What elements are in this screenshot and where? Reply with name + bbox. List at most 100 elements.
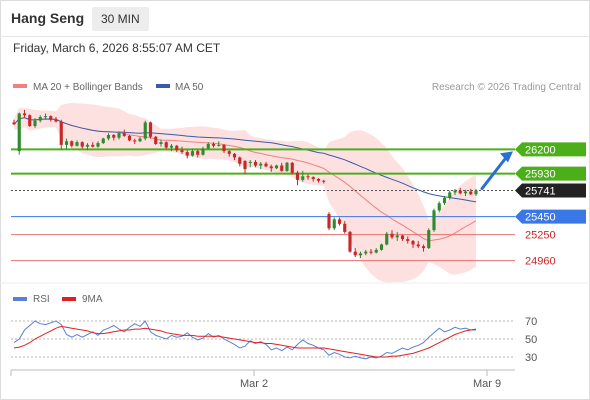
candle-body (190, 151, 195, 156)
candle-body (374, 249, 378, 253)
rsi-tick-70: 70 (525, 316, 537, 328)
candle-body (306, 176, 310, 178)
ma9-legend-swatch (62, 297, 76, 301)
candle-body (154, 136, 158, 144)
candle-body (206, 143, 210, 149)
candle-body (80, 142, 84, 147)
candle-body (274, 165, 279, 169)
candle-body (469, 191, 473, 195)
x-tick-label: Mar 9 (473, 378, 501, 390)
bollinger-band (14, 103, 476, 283)
level-label-26200: 26200 (525, 144, 556, 156)
forecast-arrow-head (500, 151, 513, 163)
candle-body (474, 190, 478, 195)
candle-body (217, 144, 221, 146)
candle-body (290, 162, 294, 173)
candle-body (70, 141, 74, 146)
ma20-legend-swatch (13, 84, 27, 88)
candle-body (337, 219, 342, 224)
x-axis: Mar 2 Mar 9 (10, 370, 501, 390)
rsi-series-rsi (13, 320, 476, 360)
candle-body (117, 133, 121, 138)
candle-body (379, 244, 384, 250)
candle-body (180, 150, 184, 153)
candle-body (54, 119, 58, 122)
candle-body (463, 191, 468, 194)
candle-body (232, 153, 237, 158)
ma50-line (13, 117, 477, 203)
candle-body (127, 135, 132, 141)
candle-body (75, 142, 79, 146)
candle-body (148, 122, 153, 137)
candle-body (369, 251, 373, 253)
candle-body (327, 213, 331, 229)
candle-body (33, 120, 37, 127)
candle-body (421, 246, 426, 249)
rsi-legend-swatch (13, 297, 27, 301)
candle-body (12, 122, 16, 125)
ma50-legend-swatch (156, 84, 170, 88)
timeframe-button[interactable]: 30 MIN (92, 7, 149, 31)
candle-body (448, 192, 452, 198)
level-badge-26200 (515, 142, 586, 157)
candle-body (427, 230, 431, 249)
level-badge-25450 (515, 209, 586, 224)
level-label-25450: 25450 (525, 212, 556, 224)
candle-body (17, 113, 21, 152)
instrument-title: Hang Seng (11, 10, 85, 26)
candle-body (248, 161, 252, 163)
candle-body (227, 151, 231, 154)
candle-body (185, 152, 189, 156)
candle-body (85, 144, 90, 147)
candle-body (343, 223, 347, 232)
candle-body (253, 161, 258, 166)
candle-body (49, 116, 53, 120)
candle-body (243, 161, 247, 170)
candle-body (453, 190, 457, 193)
candle-body (322, 180, 326, 182)
candle-body (364, 251, 368, 254)
candle-body (432, 210, 436, 231)
candle-body (411, 240, 415, 245)
header: Hang Seng 30 MIN (0, 0, 590, 37)
candle-body (169, 145, 174, 148)
candle-body (64, 141, 69, 145)
rsi-legend-label: RSI (33, 294, 50, 305)
forecast-arrow-shaft (480, 154, 509, 191)
rsi-tick-30: 30 (525, 352, 537, 364)
candle-body (442, 197, 447, 204)
candle-body (175, 145, 179, 151)
candle-body (112, 135, 116, 138)
level-label-24960: 24960 (525, 256, 556, 268)
level-label-25930: 25930 (525, 169, 556, 181)
candle-body (38, 117, 42, 121)
candle-body (101, 138, 105, 144)
candle-body (301, 176, 305, 180)
candle-body (390, 233, 394, 238)
rsi-panel: 70 50 30 (11, 316, 537, 364)
candle-body (28, 115, 32, 127)
candle-body (143, 122, 147, 139)
candle-body (358, 253, 363, 256)
candle-body (311, 177, 315, 179)
candle-body (164, 142, 168, 148)
candle-body (395, 235, 399, 238)
ma20-legend-label: MA 20 + Bollinger Bands (33, 82, 143, 93)
candle-body (295, 172, 300, 180)
candle-body (43, 116, 48, 118)
level-label-25250: 25250 (525, 230, 556, 242)
candle-body (222, 144, 226, 152)
candle-body (406, 239, 410, 241)
candle-body (96, 143, 100, 147)
candle-body (133, 140, 137, 142)
candle-body (159, 142, 163, 144)
candle-body (59, 121, 63, 145)
candle-body (122, 133, 126, 136)
candle-body (138, 138, 142, 142)
ma50-legend-label: MA 50 (175, 82, 204, 93)
candle-body (416, 244, 420, 247)
candle-body (348, 231, 352, 252)
candle-body (437, 203, 441, 211)
datetime-label: Friday, March 6, 2026 8:55:07 AM CET (13, 41, 221, 55)
